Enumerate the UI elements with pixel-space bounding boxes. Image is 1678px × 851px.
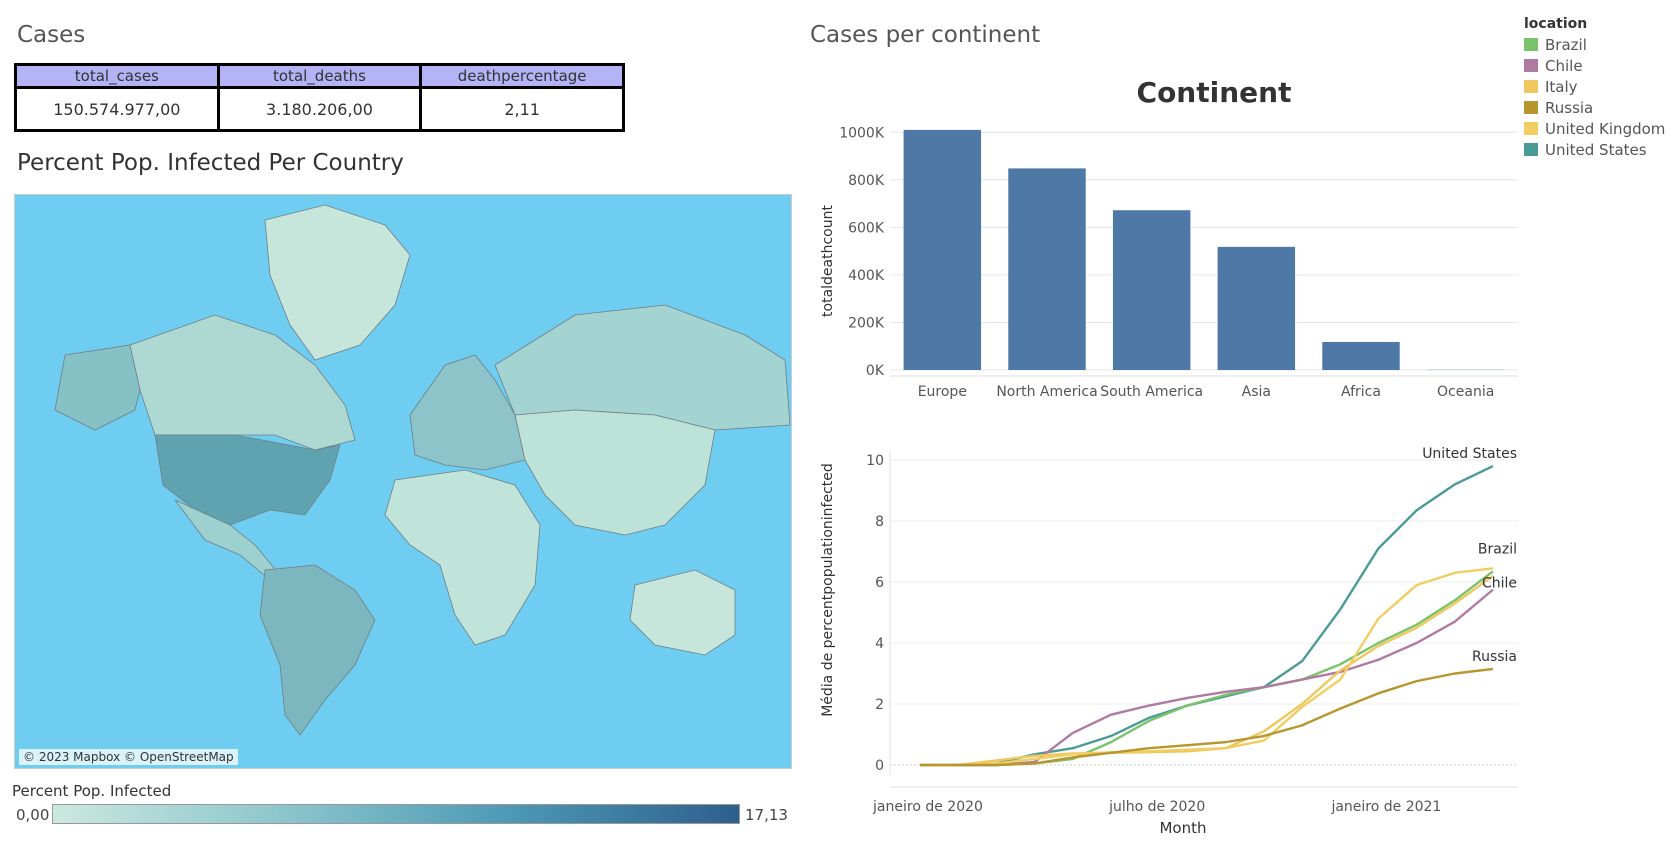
bar[interactable] bbox=[1112, 210, 1191, 370]
cases-title: Cases bbox=[17, 22, 86, 48]
color-legend-title: Percent Pop. Infected bbox=[12, 782, 172, 800]
series-line[interactable] bbox=[920, 588, 1494, 767]
bar[interactable] bbox=[1322, 341, 1400, 370]
header-total-deaths: total_deaths bbox=[216, 63, 423, 89]
series-line[interactable] bbox=[920, 574, 1494, 767]
line-ytick-label: 8 bbox=[875, 514, 884, 530]
legend-swatch bbox=[1524, 122, 1538, 135]
line-xtick-label: janeiro de 2021 bbox=[1330, 799, 1441, 815]
line-ytick-label: 6 bbox=[875, 575, 884, 591]
legend-label: United Kingdom bbox=[1545, 119, 1666, 138]
canada-shape bbox=[129, 314, 356, 451]
bar-ytick-label: 400K bbox=[848, 268, 885, 284]
value-death-percentage: 2,11 bbox=[419, 86, 625, 132]
table-row: 150.574.977,00 3.180.206,00 2,11 bbox=[14, 86, 625, 132]
location-legend[interactable]: location Brazil Chile Italy Russia United Ki… bbox=[1524, 16, 1665, 160]
legend-label: Brazil bbox=[1545, 35, 1587, 54]
color-legend-gradient bbox=[52, 804, 740, 824]
bar-category-label: Oceania bbox=[1437, 384, 1494, 400]
legend-item[interactable]: United Kingdom bbox=[1524, 118, 1665, 139]
map-canvas bbox=[54, 204, 791, 736]
line-chart: Média de percentpopulationinfected Month… bbox=[820, 446, 1518, 837]
legend-swatch bbox=[1524, 59, 1538, 72]
kpi-table: total_cases total_deaths deathpercentage… bbox=[14, 63, 625, 132]
line-xtick-label: julho de 2020 bbox=[1108, 799, 1205, 815]
legend-swatch bbox=[1524, 143, 1538, 156]
legend-label: Italy bbox=[1545, 77, 1578, 96]
series-line[interactable] bbox=[920, 667, 1494, 767]
bar-category-label: South America bbox=[1100, 384, 1203, 400]
line-ytick-label: 2 bbox=[875, 697, 884, 713]
russia-shape bbox=[494, 304, 791, 431]
legend-item[interactable]: Russia bbox=[1524, 97, 1665, 118]
bar-category-label: Europe bbox=[918, 384, 967, 400]
bar-chart-title: Continent bbox=[1137, 76, 1292, 109]
color-legend-min: 0,00 bbox=[16, 806, 50, 824]
series-end-label: Chile bbox=[1482, 576, 1517, 592]
line-ytick-label: 0 bbox=[875, 758, 884, 774]
bar-ytick-label: 600K bbox=[848, 220, 885, 236]
bar-category-label: North America bbox=[996, 384, 1097, 400]
legend-item[interactable]: Brazil bbox=[1524, 34, 1665, 55]
line-chart-xlabel: Month bbox=[1159, 819, 1206, 837]
legend-item[interactable]: Italy bbox=[1524, 76, 1665, 97]
value-total-deaths: 3.180.206,00 bbox=[216, 86, 423, 132]
right-title: Cases per continent bbox=[810, 22, 1041, 48]
bar-chart: Continent totaldeathcount 0K 200K 400K 600K… bbox=[820, 76, 1518, 400]
series-line[interactable] bbox=[920, 567, 1494, 767]
legend-swatch bbox=[1524, 80, 1538, 93]
world-map[interactable]: © 2023 Mapbox © OpenStreetMap bbox=[14, 194, 792, 769]
bar-ytick-label: 800K bbox=[848, 173, 885, 189]
legend-item[interactable]: United States bbox=[1524, 139, 1665, 160]
bar-category-label: Africa bbox=[1341, 384, 1381, 400]
color-legend-max: 17,13 bbox=[745, 806, 788, 824]
alaska-shape bbox=[54, 344, 141, 431]
series-end-label: Russia bbox=[1472, 649, 1517, 665]
legend-label: Russia bbox=[1545, 98, 1594, 117]
asia-shape bbox=[514, 409, 716, 536]
legend-item[interactable]: Chile bbox=[1524, 55, 1665, 76]
bar[interactable] bbox=[1008, 168, 1086, 370]
bar-chart-ylabel: totaldeathcount bbox=[820, 205, 836, 317]
series-line[interactable] bbox=[920, 570, 1494, 767]
legend-label: United States bbox=[1545, 140, 1647, 159]
series-end-label: United States bbox=[1422, 446, 1517, 462]
series-line[interactable] bbox=[920, 465, 1494, 767]
series-end-label: Brazil bbox=[1478, 541, 1517, 557]
header-death-percentage: deathpercentage bbox=[419, 63, 625, 89]
line-ytick-label: 10 bbox=[866, 453, 884, 469]
bar-category-label: Asia bbox=[1242, 384, 1271, 400]
line-ytick-label: 4 bbox=[875, 636, 884, 652]
south-america-shape bbox=[259, 564, 376, 736]
legend-swatch bbox=[1524, 101, 1538, 114]
greenland-shape bbox=[264, 204, 411, 361]
header-total-cases: total_cases bbox=[14, 63, 220, 89]
legend-title: location bbox=[1524, 16, 1588, 32]
bar[interactable] bbox=[1217, 246, 1296, 370]
australia-shape bbox=[629, 569, 736, 656]
line-chart-ylabel: Média de percentpopulationinfected bbox=[820, 463, 836, 717]
bar-ytick-label: 200K bbox=[848, 315, 885, 331]
map-attribution: © 2023 Mapbox © OpenStreetMap bbox=[19, 749, 238, 765]
usa-shape bbox=[154, 434, 341, 526]
value-total-cases: 150.574.977,00 bbox=[14, 86, 220, 132]
bar[interactable] bbox=[903, 129, 982, 370]
legend-swatch bbox=[1524, 38, 1538, 51]
bar-ytick-label: 1000K bbox=[839, 125, 885, 141]
legend-label: Chile bbox=[1545, 56, 1583, 75]
africa-shape bbox=[384, 469, 541, 646]
map-title: Percent Pop. Infected Per Country bbox=[17, 150, 404, 176]
bar-ytick-label: 0K bbox=[866, 363, 885, 379]
line-xtick-label: janeiro de 2020 bbox=[872, 799, 983, 815]
